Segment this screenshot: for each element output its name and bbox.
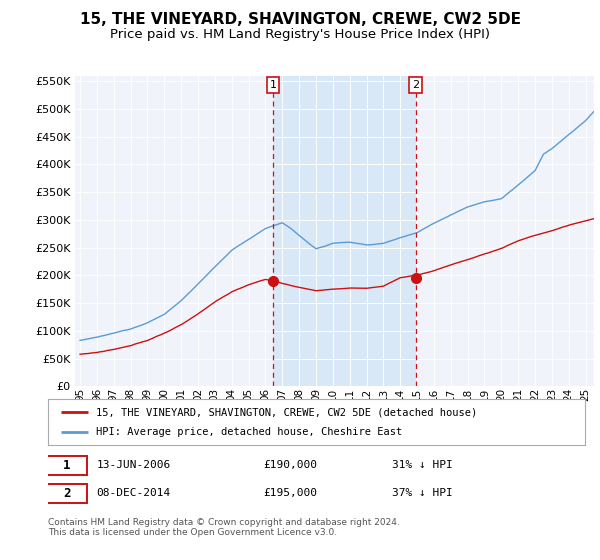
Text: Price paid vs. HM Land Registry's House Price Index (HPI): Price paid vs. HM Land Registry's House … [110, 28, 490, 41]
FancyBboxPatch shape [47, 456, 87, 475]
Text: 08-DEC-2014: 08-DEC-2014 [97, 488, 170, 498]
Text: 15, THE VINEYARD, SHAVINGTON, CREWE, CW2 5DE (detached house): 15, THE VINEYARD, SHAVINGTON, CREWE, CW2… [97, 407, 478, 417]
FancyBboxPatch shape [47, 484, 87, 503]
Text: 1: 1 [269, 80, 277, 90]
Text: Contains HM Land Registry data © Crown copyright and database right 2024.
This d: Contains HM Land Registry data © Crown c… [48, 518, 400, 538]
Bar [273, 76, 416, 386]
Text: £190,000: £190,000 [263, 460, 317, 470]
Text: 2: 2 [64, 487, 71, 500]
Text: 2: 2 [412, 80, 419, 90]
Text: 37% ↓ HPI: 37% ↓ HPI [392, 488, 452, 498]
Text: £195,000: £195,000 [263, 488, 317, 498]
Text: 31% ↓ HPI: 31% ↓ HPI [392, 460, 452, 470]
Text: 1: 1 [64, 459, 71, 472]
Text: HPI: Average price, detached house, Cheshire East: HPI: Average price, detached house, Ches… [97, 427, 403, 437]
Text: 15, THE VINEYARD, SHAVINGTON, CREWE, CW2 5DE: 15, THE VINEYARD, SHAVINGTON, CREWE, CW2… [79, 12, 521, 27]
Text: 13-JUN-2006: 13-JUN-2006 [97, 460, 170, 470]
